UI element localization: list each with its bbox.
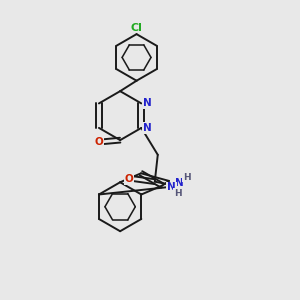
Text: H: H [174, 189, 182, 198]
Text: O: O [95, 136, 103, 147]
Text: N: N [175, 178, 184, 188]
Text: Cl: Cl [130, 22, 142, 33]
Text: N: N [143, 98, 152, 108]
Text: O: O [124, 174, 133, 184]
Text: N: N [143, 123, 152, 133]
Text: N: N [167, 182, 176, 193]
Text: H: H [183, 173, 190, 182]
